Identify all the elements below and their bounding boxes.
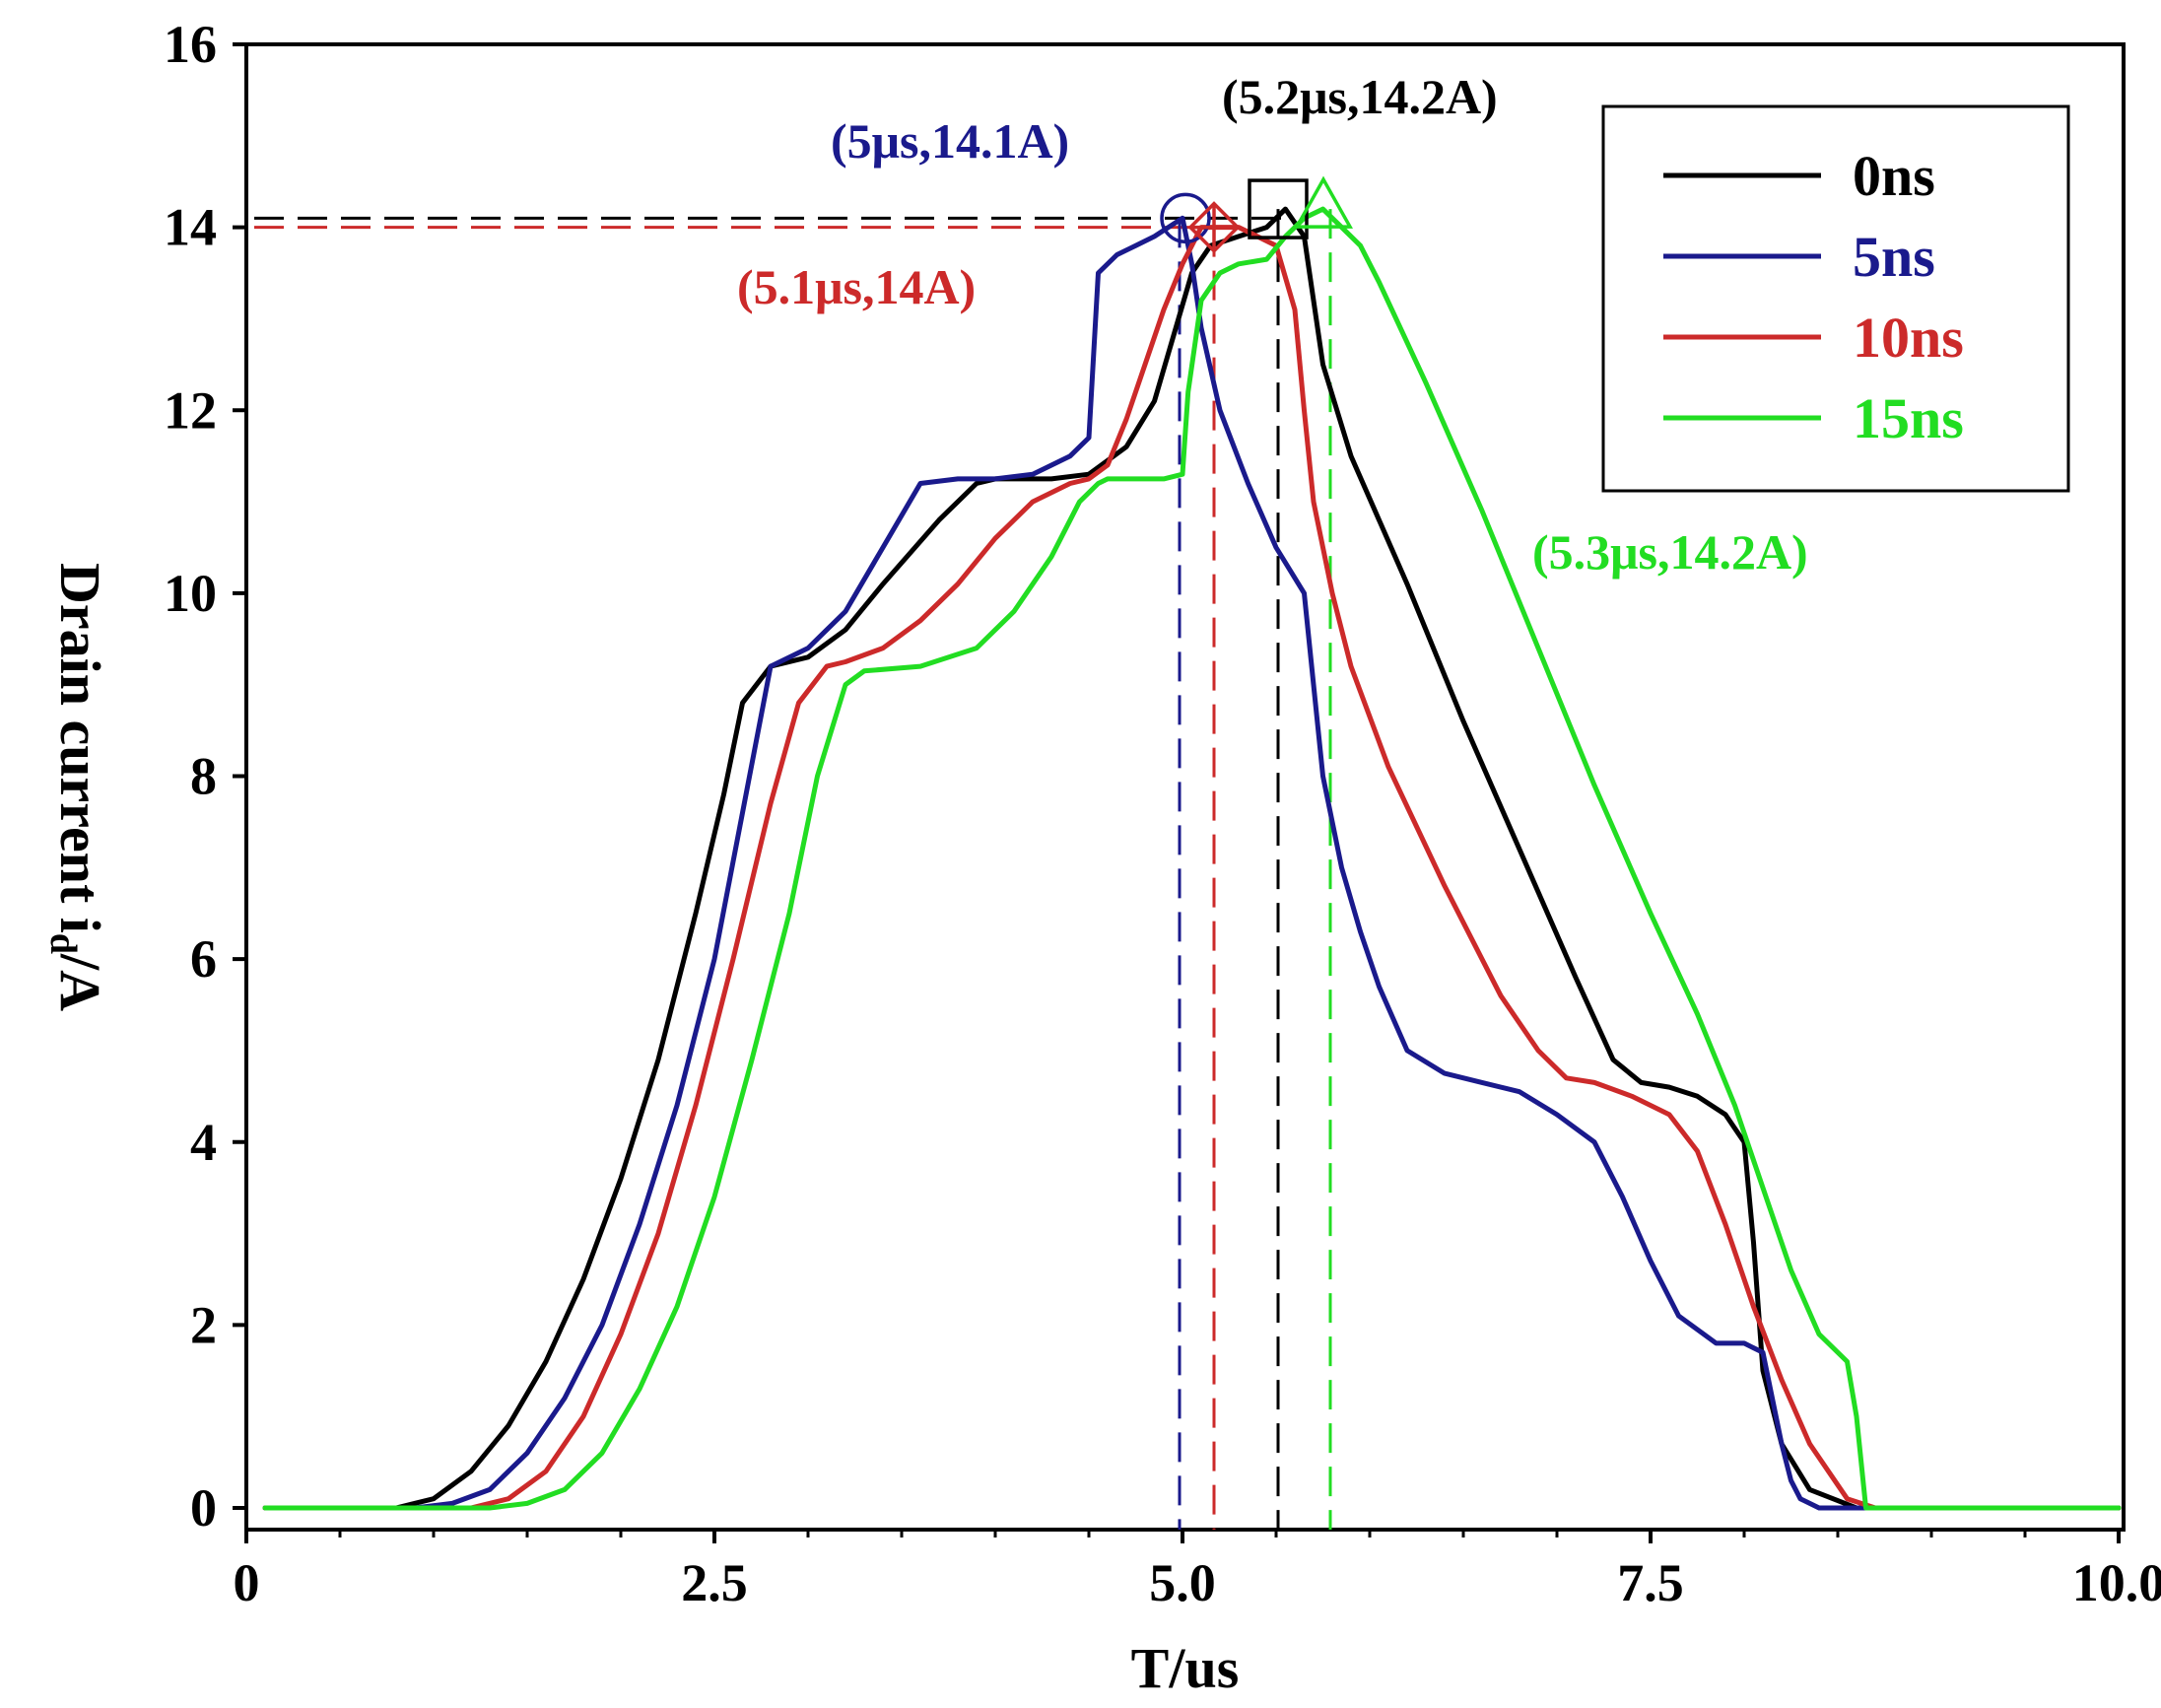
peak-marker-triangle <box>1294 175 1353 229</box>
plot-frame <box>244 42 2126 1532</box>
y-tick-label-4: 8 <box>190 747 217 806</box>
x-tick-label-0: 0 <box>234 1553 260 1612</box>
series-lines <box>262 206 2122 1511</box>
y-tick-label-5: 10 <box>164 564 217 623</box>
legend-label-5ns: 5ns <box>1853 225 1935 289</box>
annotation-5ns-peak: (5μs,14.1A) <box>831 113 1069 169</box>
legend-label-0ns: 0ns <box>1853 144 1935 208</box>
legend-label-10ns: 10ns <box>1853 306 1964 370</box>
x-tick-label-4: 10.0 <box>2072 1553 2161 1612</box>
annotation-15ns-peak: (5.3μs,14.2A) <box>1532 524 1808 580</box>
x-axis: 0 2.5 5.0 7.5 10.0 <box>234 1530 2161 1612</box>
x-tick-label-2: 5.0 <box>1149 1553 1216 1612</box>
legend-box <box>1601 104 2070 493</box>
annotation-0ns-peak: (5.2μs,14.2A) <box>1222 69 1498 124</box>
peak-guide-lines <box>254 209 1332 1530</box>
y-axis: 0 2 4 6 8 10 12 14 16 <box>164 15 246 1537</box>
peak-annotations: (5μs,14.1A) (5.1μs,14A) (5.2μs,14.2A) (5… <box>737 69 1808 580</box>
series-line-15ns <box>262 206 2122 1511</box>
legend-label-15ns: 15ns <box>1853 386 1964 450</box>
y-axis-title-unit: /A <box>48 953 112 1011</box>
legend: 0ns 5ns 10ns 15ns <box>1601 104 2070 493</box>
y-axis-title-main: Drain current i <box>48 563 112 933</box>
peak-marker-circle <box>1160 192 1211 244</box>
y-tick-label-7: 14 <box>164 198 217 257</box>
y-tick-label-6: 12 <box>164 380 217 440</box>
y-tick-label-0: 0 <box>190 1478 217 1537</box>
series-line-5ns <box>262 215 2122 1511</box>
y-tick-label-8: 16 <box>164 15 217 74</box>
series-line-0ns <box>262 206 2122 1511</box>
series-line-10ns <box>262 225 2122 1511</box>
x-tick-label-3: 7.5 <box>1617 1553 1684 1612</box>
y-tick-label-3: 6 <box>190 929 217 989</box>
y-axis-title-subscript: d <box>42 933 84 954</box>
y-tick-label-1: 2 <box>190 1295 217 1354</box>
x-tick-label-1: 2.5 <box>681 1553 748 1612</box>
y-axis-title: Drain current id/A <box>42 563 112 1011</box>
y-tick-label-2: 4 <box>190 1113 217 1172</box>
annotation-10ns-peak: (5.1μs,14A) <box>737 259 976 314</box>
plot-area <box>244 42 2126 1532</box>
peak-markers <box>1160 175 1353 254</box>
x-axis-title: T/us <box>1131 1636 1240 1700</box>
